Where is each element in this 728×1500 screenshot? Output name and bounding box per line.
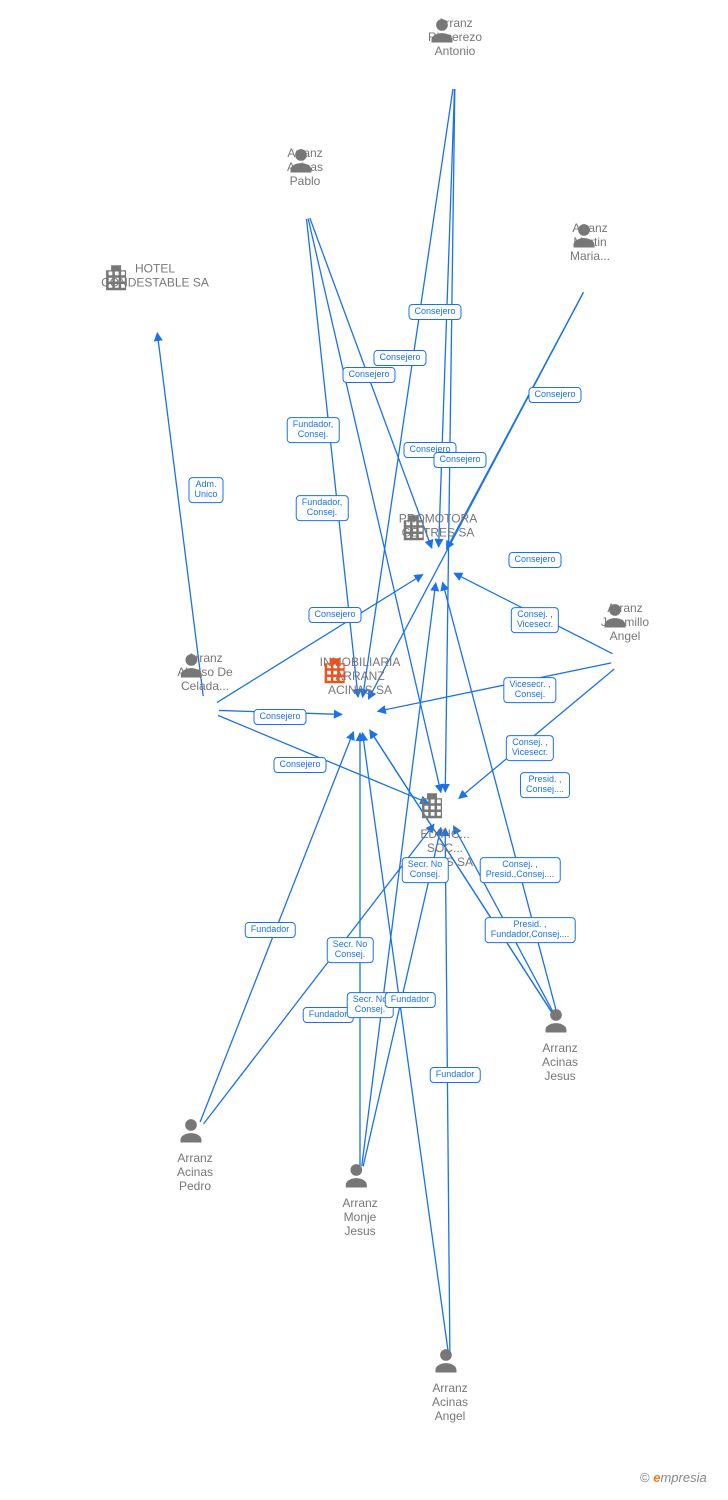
edge (453, 826, 553, 1013)
watermark: © empresia (640, 1470, 707, 1485)
edge (363, 89, 453, 697)
edge (218, 715, 428, 803)
brand-rest: mpresia (660, 1470, 706, 1485)
copyright-symbol: © (640, 1470, 650, 1485)
edge (307, 219, 359, 697)
edge (157, 333, 203, 696)
edge (310, 218, 432, 548)
edge (217, 575, 423, 703)
network-edges (0, 0, 728, 1500)
edge (363, 828, 441, 1167)
edge (445, 828, 450, 1351)
edge (368, 292, 583, 699)
edge (454, 573, 612, 654)
edge (219, 710, 342, 714)
edge (362, 583, 436, 1166)
edge (200, 732, 353, 1122)
edge (445, 89, 455, 792)
